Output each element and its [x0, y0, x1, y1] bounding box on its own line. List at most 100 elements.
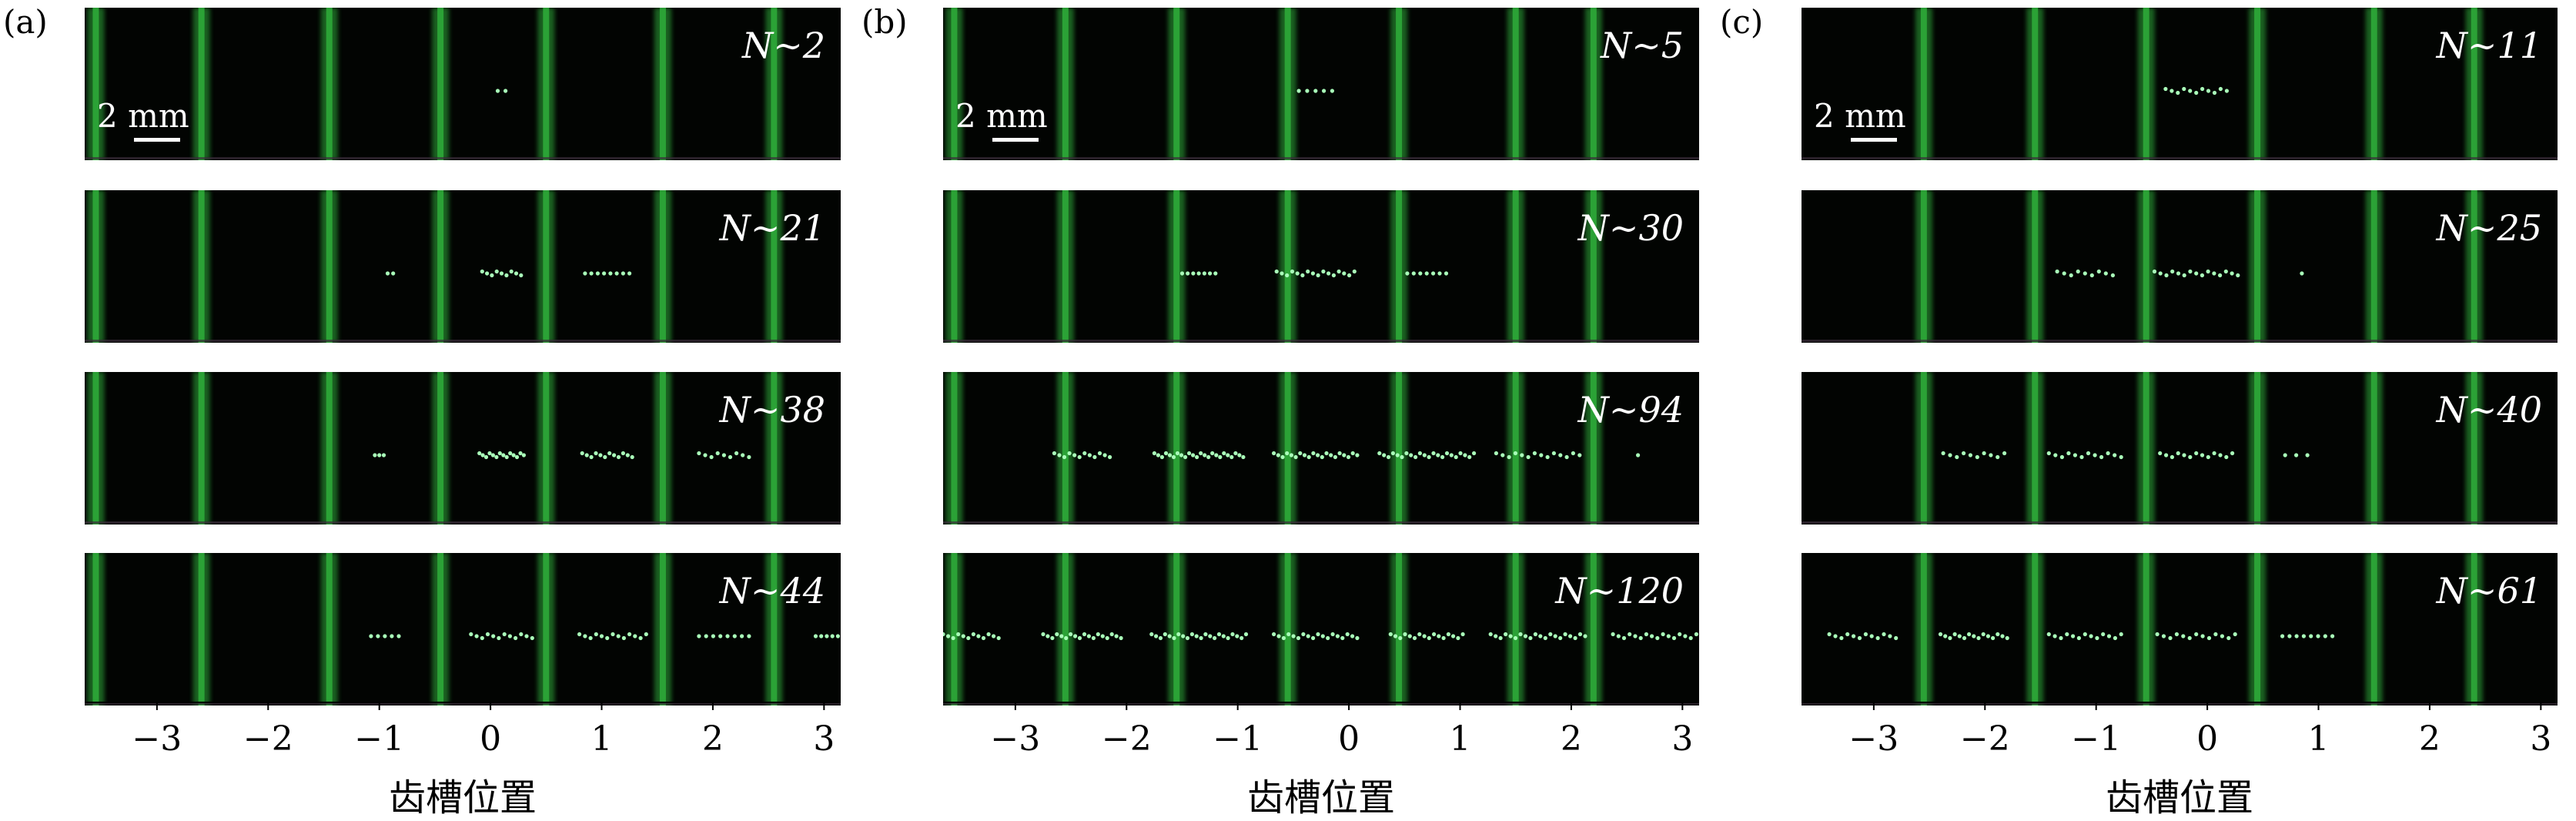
particle [1583, 634, 1587, 638]
particle [2176, 90, 2180, 96]
particle [1451, 634, 1456, 638]
particle-count-label: N∼38 [719, 389, 825, 431]
particle [1563, 632, 1567, 637]
particle [483, 454, 489, 460]
particle [1149, 632, 1154, 637]
particle [2206, 89, 2211, 93]
particle [1290, 269, 1295, 274]
particle [1233, 451, 1238, 456]
tooth-stripe [1590, 372, 1597, 524]
particle [951, 635, 955, 641]
particle [1230, 632, 1235, 637]
particle [2093, 453, 2097, 457]
particle [986, 632, 991, 637]
strip-bottom-edge [1802, 157, 2558, 159]
particle [2089, 634, 2093, 638]
particle [1302, 453, 1307, 457]
particle [1857, 635, 1862, 641]
particle [1333, 454, 1337, 460]
particle [2046, 451, 2051, 456]
particle [1337, 269, 1341, 274]
particle [598, 453, 603, 457]
particle [1235, 634, 1239, 638]
particle [2300, 271, 2304, 276]
particle [1955, 454, 1959, 460]
particle [1678, 632, 1682, 637]
particle [1199, 451, 1203, 456]
tooth-stripe [2032, 190, 2039, 343]
particle [1833, 634, 1838, 638]
particle [1280, 271, 1284, 276]
particle [1400, 454, 1404, 460]
particle [1981, 632, 1986, 637]
particle [621, 271, 626, 276]
particle [2194, 632, 2199, 637]
particle [1286, 632, 1291, 637]
particle [1548, 632, 1553, 637]
tooth-stripe [437, 553, 444, 705]
particle [1100, 634, 1105, 638]
particle [1176, 632, 1181, 637]
particle [715, 451, 720, 456]
particle [494, 269, 499, 274]
particle [1564, 454, 1569, 460]
particle [2188, 89, 2193, 93]
particle [1355, 453, 1360, 457]
tooth-stripe [198, 372, 205, 524]
particle [2052, 634, 2057, 638]
tooth-stripe [198, 8, 205, 160]
particle [1422, 453, 1427, 457]
panel-label: (b) [861, 3, 908, 41]
particle [1538, 634, 1543, 638]
particle [1222, 451, 1226, 456]
particle [2086, 451, 2091, 456]
tooth-stripe [1173, 190, 1180, 343]
particle [1280, 454, 1285, 460]
particle [976, 634, 981, 638]
particle [1424, 271, 1429, 276]
particle [825, 634, 829, 638]
particle [2176, 451, 2180, 456]
tooth-stripe [92, 190, 99, 343]
particle [1845, 632, 1850, 637]
particle [1272, 632, 1276, 637]
particle [728, 454, 733, 460]
particle [1195, 454, 1199, 460]
strip-bottom-edge [85, 340, 841, 342]
particle [1628, 632, 1632, 637]
particle [1203, 632, 1208, 637]
particle [1577, 453, 1582, 457]
particle [1226, 635, 1230, 641]
tooth-stripe [659, 553, 666, 705]
particle [1957, 634, 1962, 638]
tick-label: −2 [1959, 719, 2010, 759]
particle [503, 89, 508, 93]
particle [1355, 635, 1360, 641]
particle [2188, 269, 2193, 274]
particle [1982, 451, 1986, 456]
particle [1948, 635, 1952, 641]
particle-count-label: N∼44 [719, 570, 825, 612]
tooth-stripe [1396, 190, 1403, 343]
tooth-stripe [1590, 8, 1597, 160]
particle [2200, 453, 2205, 457]
particle [1179, 271, 1185, 276]
panel-label: (a) [3, 3, 48, 41]
particle [603, 454, 607, 460]
particle [1976, 635, 1981, 641]
particle [741, 453, 745, 457]
particle-count-label: N∼94 [1577, 389, 1684, 431]
tooth-stripe [1920, 190, 1927, 343]
particle [1458, 451, 1463, 456]
particle [625, 453, 630, 457]
particle [1436, 453, 1440, 457]
particle [614, 271, 619, 276]
particle [747, 454, 751, 460]
particle [2161, 634, 2166, 638]
tooth-stripe [2254, 8, 2261, 160]
particle [1346, 454, 1351, 460]
particle [1331, 273, 1336, 278]
particle [485, 271, 490, 276]
particle [1306, 634, 1310, 638]
particle [497, 451, 502, 456]
